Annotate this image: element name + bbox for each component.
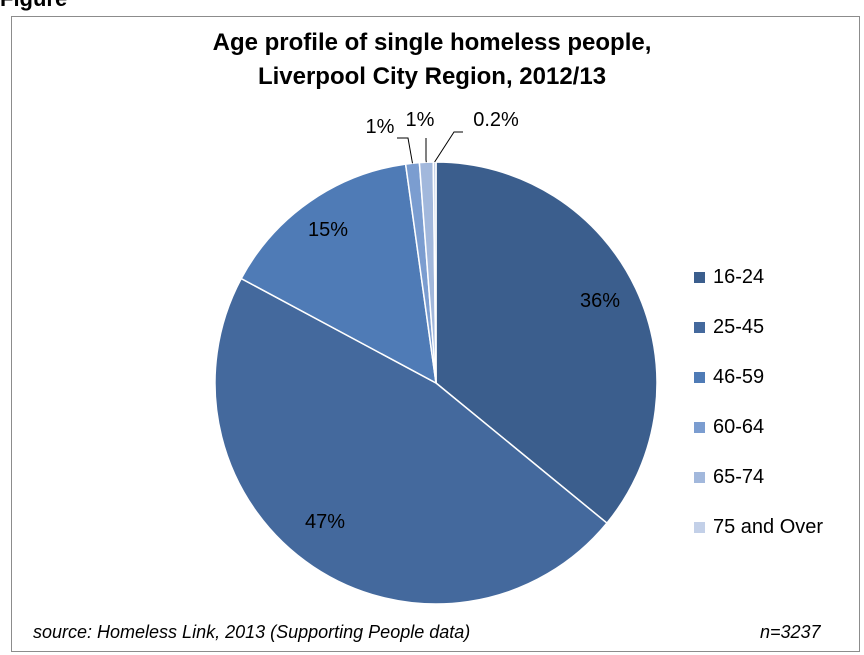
pie-slice-16-24	[435, 161, 658, 525]
legend-item-75-and-over: 75 and Over	[694, 502, 823, 552]
data-label-46-59: 15%	[308, 219, 348, 241]
chart-frame	[11, 16, 860, 652]
legend-item-25-45: 25-45	[694, 302, 823, 352]
legend-swatch-60-64	[694, 421, 705, 433]
leader-line-60-64	[397, 137, 413, 164]
legend-label-75-and-over: 75 and Over	[713, 515, 824, 538]
chart-title-line-2: Liverpool City Region, 2012/13	[257, 63, 607, 90]
pie-slice-46-59	[240, 163, 437, 385]
legend-label-46-59: 46-59	[713, 365, 765, 388]
legend-swatch-75-and-over	[694, 521, 705, 533]
data-label-60-64: 1%	[366, 116, 395, 138]
figure-label: Figure	[0, 0, 67, 12]
pie-slice-25-45	[214, 277, 608, 605]
legend-item-16-24: 16-24	[694, 252, 823, 302]
chart-title-line-1: Age profile of single homeless people,	[212, 29, 652, 56]
chart-title: Age profile of single homeless people, L…	[0, 26, 864, 94]
legend-item-46-59: 46-59	[694, 352, 823, 402]
legend-label-16-24: 16-24	[713, 265, 765, 288]
legend-item-65-74: 65-74	[694, 452, 823, 502]
legend-label-65-74: 65-74	[713, 465, 765, 488]
source-note: source: Homeless Link, 2013 (Supporting …	[33, 622, 471, 642]
data-label-75-and-over: 0.2%	[473, 109, 519, 131]
data-label-25-45: 47%	[305, 511, 345, 533]
legend-swatch-65-74	[694, 471, 705, 483]
data-label-16-24: 36%	[580, 290, 620, 312]
legend-label-60-64: 60-64	[713, 415, 765, 438]
legend: 16-24 25-45 46-59 60-64 65-74 75 and Ove…	[694, 252, 823, 552]
leader-line-75-and-over	[434, 131, 463, 163]
legend-swatch-16-24	[694, 271, 705, 283]
legend-label-25-45: 25-45	[713, 315, 765, 338]
legend-swatch-25-45	[694, 321, 705, 333]
data-label-65-74: 1%	[406, 109, 435, 131]
sample-size-note: n=3237	[760, 622, 821, 642]
legend-swatch-46-59	[694, 371, 705, 383]
legend-item-60-64: 60-64	[694, 402, 823, 452]
